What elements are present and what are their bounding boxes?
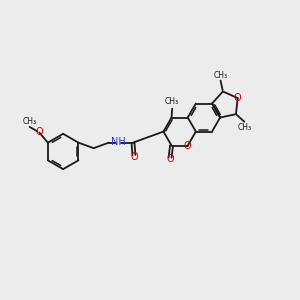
Text: CH₃: CH₃: [165, 97, 179, 106]
Text: CH₃: CH₃: [237, 122, 251, 131]
Text: O: O: [234, 93, 242, 103]
Text: O: O: [166, 154, 174, 164]
Text: O: O: [130, 152, 138, 162]
Text: CH₃: CH₃: [214, 70, 228, 80]
Text: CH₃: CH₃: [22, 117, 37, 126]
Text: O: O: [184, 141, 192, 151]
Text: NH: NH: [111, 137, 126, 147]
Text: O: O: [35, 128, 43, 137]
